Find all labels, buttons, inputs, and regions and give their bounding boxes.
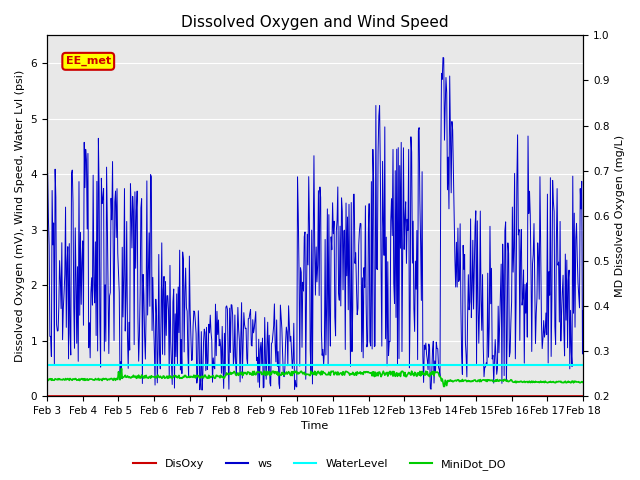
ws — [108, 217, 116, 223]
X-axis label: Time: Time — [301, 421, 329, 432]
MiniDot_DO — [43, 376, 51, 382]
MiniDot_DO — [108, 376, 116, 382]
WaterLevel — [163, 362, 170, 368]
MiniDot_DO — [163, 373, 171, 379]
DisOxy — [108, 393, 116, 399]
DisOxy — [163, 393, 170, 399]
ws — [381, 124, 388, 130]
ws — [43, 288, 51, 294]
WaterLevel — [43, 362, 51, 368]
DisOxy — [191, 393, 198, 399]
Text: EE_met: EE_met — [66, 56, 111, 66]
Line: ws: ws — [47, 58, 583, 390]
MiniDot_DO — [118, 366, 125, 372]
Line: MiniDot_DO: MiniDot_DO — [47, 369, 583, 386]
MiniDot_DO — [52, 376, 60, 382]
WaterLevel — [191, 362, 198, 368]
MiniDot_DO — [381, 372, 388, 378]
Y-axis label: MD Dissolved Oxygen (mg/L): MD Dissolved Oxygen (mg/L) — [615, 135, 625, 297]
WaterLevel — [108, 362, 116, 368]
ws — [52, 322, 60, 328]
ws — [579, 308, 587, 313]
MiniDot_DO — [397, 373, 404, 379]
WaterLevel — [396, 362, 404, 368]
DisOxy — [43, 393, 51, 399]
ws — [163, 333, 170, 338]
Title: Dissolved Oxygen and Wind Speed: Dissolved Oxygen and Wind Speed — [181, 15, 449, 30]
MiniDot_DO — [579, 379, 587, 384]
DisOxy — [52, 393, 60, 399]
ws — [439, 55, 447, 60]
WaterLevel — [380, 362, 388, 368]
DisOxy — [396, 393, 404, 399]
WaterLevel — [579, 362, 587, 368]
MiniDot_DO — [191, 375, 199, 381]
Legend: DisOxy, ws, WaterLevel, MiniDot_DO: DisOxy, ws, WaterLevel, MiniDot_DO — [129, 455, 511, 474]
ws — [397, 245, 404, 251]
DisOxy — [579, 393, 587, 399]
ws — [191, 309, 198, 315]
Y-axis label: Dissolved Oxygen (mV), Wind Speed, Water Lvl (psi): Dissolved Oxygen (mV), Wind Speed, Water… — [15, 70, 25, 362]
MiniDot_DO — [440, 384, 447, 389]
DisOxy — [380, 393, 388, 399]
ws — [198, 387, 206, 393]
WaterLevel — [52, 362, 60, 368]
